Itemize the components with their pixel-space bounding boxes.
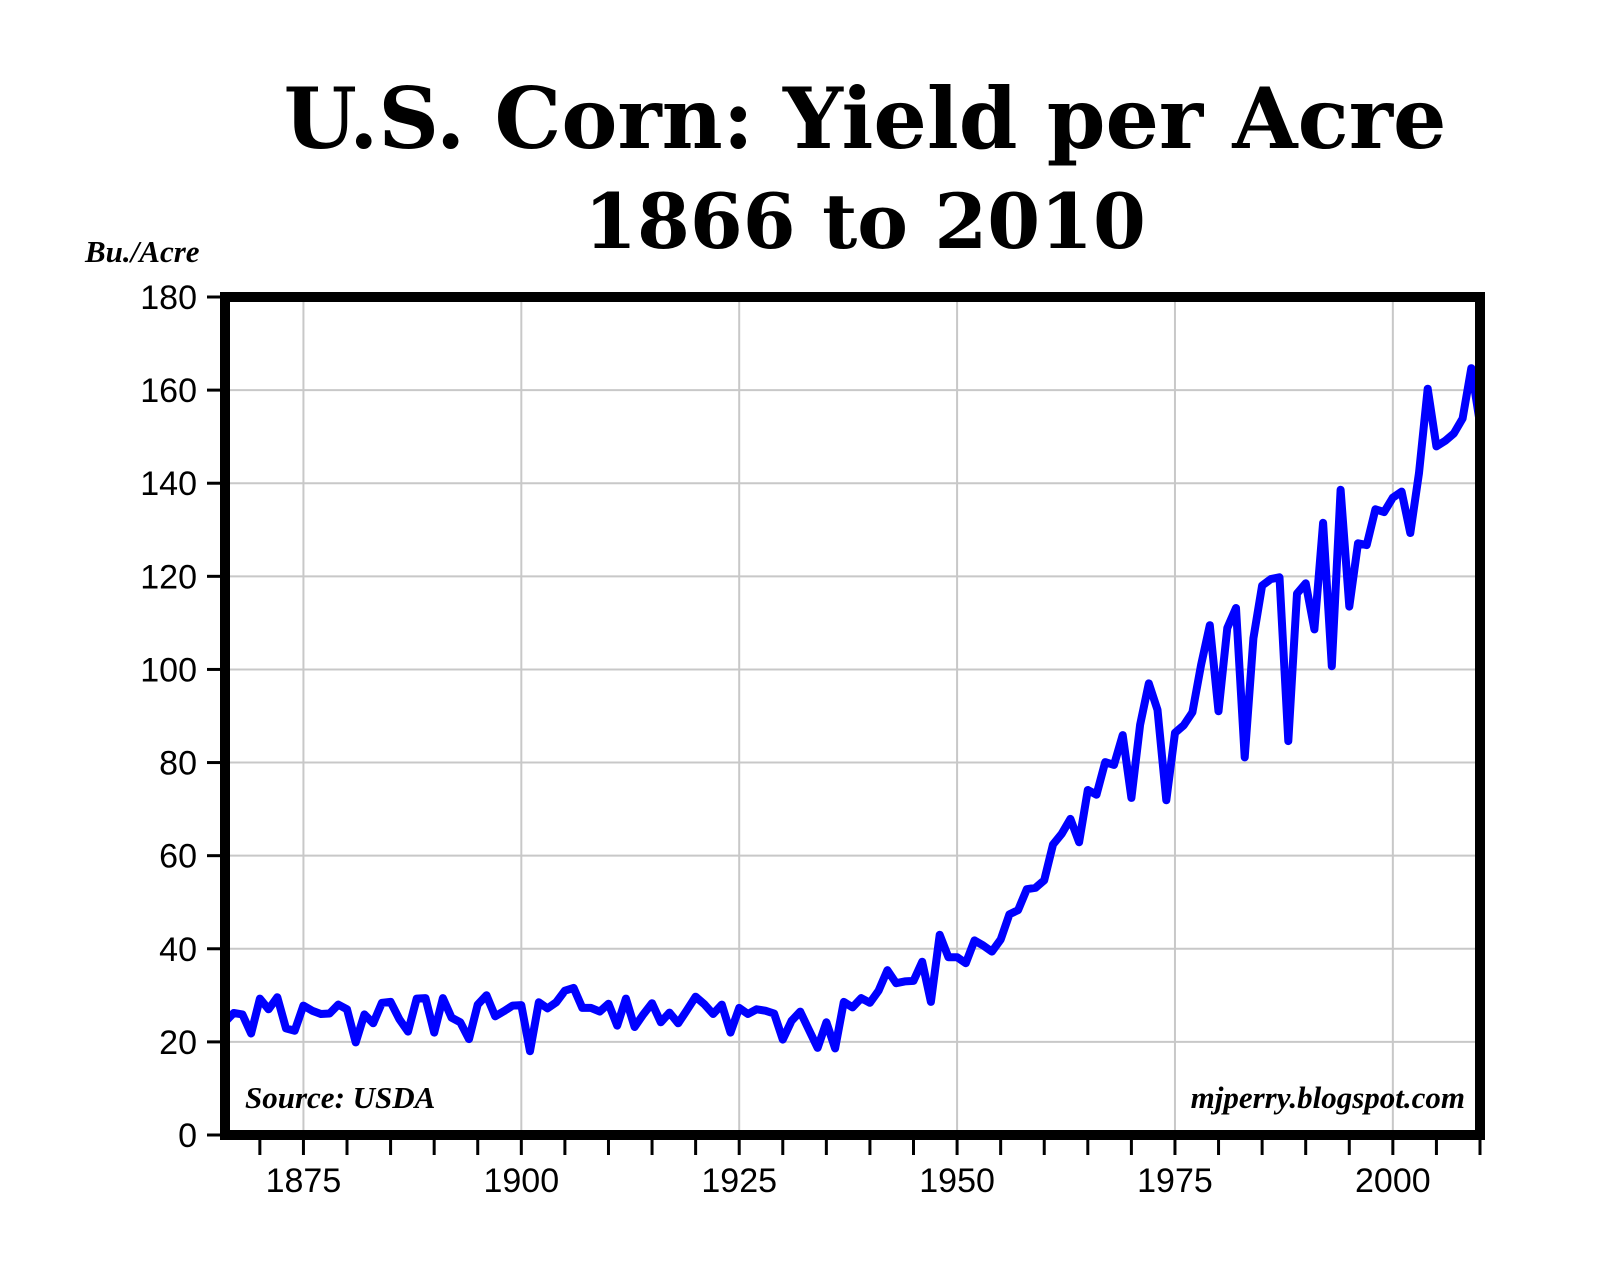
grid-lines xyxy=(225,297,1480,1135)
y-tick-label: 120 xyxy=(140,558,197,596)
x-tick-label: 1975 xyxy=(1137,1162,1213,1200)
y-axis-label: Bu./Acre xyxy=(84,234,200,269)
chart-subtitle: 1866 to 2010 xyxy=(584,177,1146,266)
y-tick-label: 180 xyxy=(140,279,197,317)
y-tick-label: 60 xyxy=(159,838,197,876)
y-tick-label: 140 xyxy=(140,465,197,503)
y-tick-label: 100 xyxy=(140,651,197,689)
chart-title: U.S. Corn: Yield per Acre xyxy=(284,69,1447,168)
y-tick-label: 0 xyxy=(178,1117,197,1155)
series-line-corn-yield xyxy=(221,364,1484,1056)
x-tick-label: 1950 xyxy=(919,1162,995,1200)
y-tick-label: 40 xyxy=(159,931,197,969)
plot-frame xyxy=(220,292,1485,1140)
x-tick-label: 1875 xyxy=(266,1162,342,1200)
x-tick-label: 1900 xyxy=(483,1162,559,1200)
x-tick-label: 1925 xyxy=(701,1162,777,1200)
axis-ticks xyxy=(207,295,1482,1155)
y-tick-label: 160 xyxy=(140,372,197,410)
y-tick-label: 80 xyxy=(159,745,197,783)
y-tick-label: 20 xyxy=(159,1024,197,1062)
x-tick-label: 2000 xyxy=(1355,1162,1431,1200)
credit-note: mjperry.blogspot.com xyxy=(1191,1080,1465,1115)
tick-labels: 0 20 40 60 80 100 120 140 160 180 1875 1900 1925 1950… xyxy=(140,279,1430,1200)
source-note: Source: USDA xyxy=(245,1080,435,1115)
